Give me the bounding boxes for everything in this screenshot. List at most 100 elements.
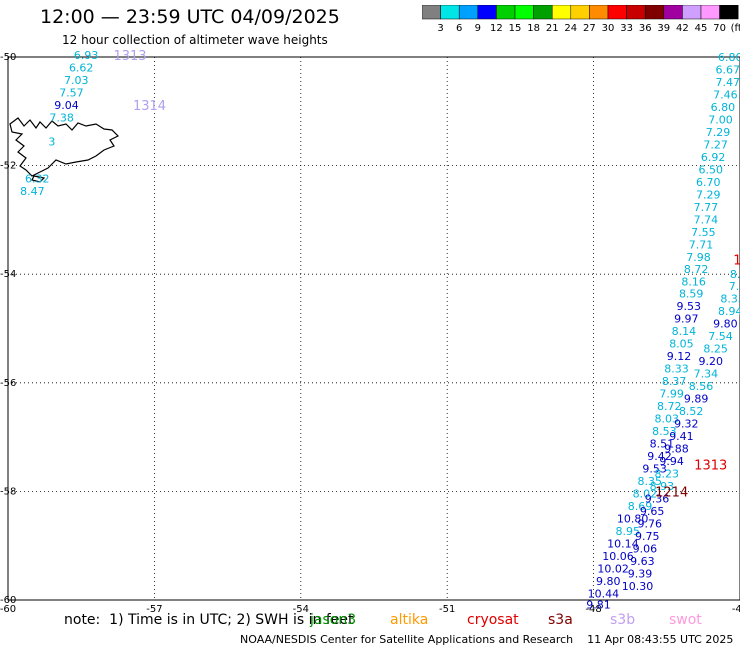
wave-height-label: 7.38 [49, 111, 74, 124]
wave-height-label: 6.93 [74, 49, 99, 62]
colorbar-label: (ft) [731, 23, 740, 34]
wave-height-label: 10.06 [602, 550, 634, 563]
wave-height-label: 8.33 [664, 363, 689, 376]
wave-height-label: 8.47 [20, 185, 45, 198]
colorbar-label: 21 [546, 23, 559, 34]
falkland-islands-outline [9, 117, 120, 183]
wave-height-label: 8.53 [652, 425, 677, 438]
satellite-legend-item: s3a [548, 612, 573, 628]
wave-height-label: 7.27 [703, 138, 728, 151]
wave-height-label: 7.46 [713, 88, 738, 101]
satellite-legend-item: altika [390, 612, 429, 628]
wave-height-label: 6.62 [69, 61, 94, 74]
wave-height-label: 9.88 [664, 443, 689, 456]
wave-height-label: 9.36 [645, 492, 670, 505]
wave-height-label: 6.92 [701, 151, 726, 164]
wave-height-label: 9.32 [674, 418, 699, 431]
wave-height-label: 6.70 [696, 176, 721, 189]
wave-height-label: 7.99 [659, 388, 684, 401]
wave-height-label: 8.25 [703, 343, 728, 356]
wave-height-label: 6.67 [716, 63, 740, 76]
colorbar-label: 9 [475, 23, 481, 34]
satellite-legend-item: s3b [610, 612, 636, 628]
wave-height-label: 8.33 [720, 293, 740, 306]
y-tick-label: -56 [0, 378, 16, 389]
colorbar-swatch [719, 5, 739, 20]
wave-height-label: 8. [730, 268, 740, 281]
y-tick-label: -50 [0, 52, 16, 63]
wave-height-label: 9.42 [647, 450, 672, 463]
footer-credit: NOAA/NESDIS Center for Satellite Applica… [240, 633, 574, 646]
colorbar-label: 42 [676, 23, 689, 34]
wave-height-label: 8.37 [662, 375, 687, 388]
wave-height-label: 8.69 [628, 500, 653, 513]
wave-height-label: 8.14 [672, 325, 697, 338]
wave-height-label: 8.03 [655, 413, 680, 426]
wave-height-label: 9.97 [674, 313, 699, 326]
wave-height-label: 8.56 [689, 380, 714, 393]
wave-height-label: 9.12 [667, 350, 692, 363]
wave-height-label: 7.74 [694, 213, 719, 226]
x-tick-label: -51 [439, 604, 455, 615]
wave-height-label: 8.72 [684, 263, 709, 276]
satellite-legend-item: jason3 [310, 612, 357, 628]
wave-height-label: 8.05 [669, 338, 694, 351]
wave-height-label: 9.80 [596, 575, 621, 588]
wave-height-label: 3 [48, 136, 55, 149]
wave-height-label: 7.71 [689, 238, 714, 251]
wave-height-label: 7.57 [59, 86, 84, 99]
wave-height-label: 7.54 [708, 330, 733, 343]
wave-height-label: 7.47 [716, 76, 740, 89]
wave-height-label: 10.80 [617, 513, 649, 526]
pass-time-label: 1313 [694, 458, 727, 473]
wave-height-label: 9.80 [713, 318, 738, 331]
wave-height-label: 9.65 [640, 505, 665, 518]
pass-time-label: 1313 [113, 49, 146, 64]
pass-time-label: 1214 [655, 485, 688, 500]
footer-timestamp: 11 Apr 08:43:55 UTC 2025 [587, 633, 734, 646]
satellite-legend-item: swot [669, 612, 702, 628]
wave-height-label: 9.06 [633, 542, 658, 555]
wave-height-label: 7.00 [708, 113, 733, 126]
wave-height-label: 10.14 [607, 538, 639, 551]
x-tick-label: -54 [293, 604, 309, 615]
x-tick-label: -57 [146, 604, 162, 615]
x-tick-label: -48 [585, 604, 601, 615]
footer-note: note: 1) Time is in UTC; 2) SWH is in fe… [64, 612, 354, 628]
wave-height-label: 8.95 [616, 525, 641, 538]
y-tick-label: -60 [0, 595, 16, 606]
wave-height-label: 9.63 [630, 555, 655, 568]
wave-height-label: 7.8 [729, 280, 740, 293]
wave-height-label: 10.44 [588, 587, 620, 600]
wave-height-label: 9.81 [586, 598, 611, 611]
wave-height-label: 9.94 [659, 455, 684, 468]
wave-height-label: 9.76 [637, 517, 662, 530]
pass-time-label: 1313 [733, 254, 740, 269]
wave-height-label: 6.32 [25, 173, 50, 186]
footer-credit-line: NOAA/NESDIS Center for Satellite Applica… [240, 633, 733, 646]
wave-height-label: 7.29 [706, 126, 731, 139]
satellite-legend-item: cryosat [467, 612, 519, 628]
wave-height-label: 6.50 [698, 163, 723, 176]
wave-height-label: 8.51 [650, 438, 675, 451]
wave-height-label: 7.29 [696, 188, 721, 201]
y-tick-label: -58 [0, 486, 16, 497]
wave-height-label: 6.80 [718, 51, 740, 64]
wave-height-label: 8.02 [633, 488, 658, 501]
pass-time-label: 1314 [133, 99, 166, 114]
colorbar-label: 45 [695, 23, 708, 34]
plot-frame [7, 56, 740, 601]
wave-height-label: 9.89 [684, 393, 709, 406]
wave-height-label: 8.35 [637, 475, 662, 488]
colorbar-label: 18 [527, 23, 540, 34]
wave-height-label: 10.02 [597, 563, 629, 576]
colorbar-label: 30 [602, 23, 615, 34]
colorbar-label: 24 [564, 23, 577, 34]
wave-height-label: 8.59 [679, 288, 704, 301]
y-tick-label: -54 [0, 269, 16, 280]
wave-height-label: 9.53 [677, 300, 702, 313]
wave-height-label: 9.75 [635, 530, 660, 543]
colorbar-label: 6 [456, 23, 462, 34]
